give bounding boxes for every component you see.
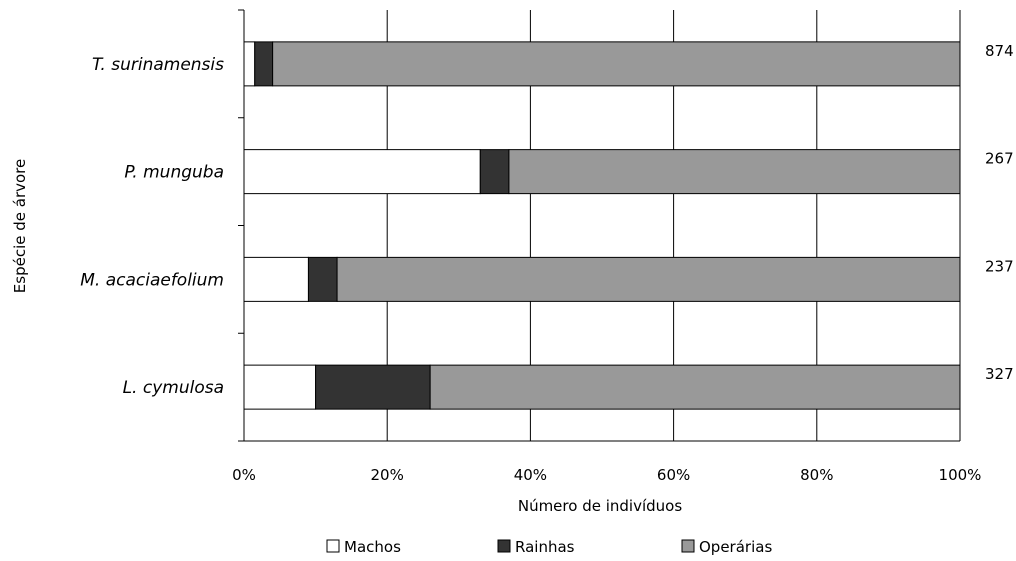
bar-segment-rainhas <box>315 364 431 410</box>
total-label: 267 <box>985 150 1014 168</box>
x-tick-label: 60% <box>657 466 690 484</box>
bar-segment-rainhas <box>254 41 274 87</box>
category-label: P. munguba <box>124 163 224 183</box>
total-labels: 874 267 237 327 <box>985 42 1014 383</box>
x-tick-label: 100% <box>939 466 982 484</box>
bar-segment-oper-rias <box>508 149 961 195</box>
x-tick-label: 40% <box>514 466 547 484</box>
category-labels: T. surinamensis P. munguba M. acaciaefoliu… <box>80 55 224 398</box>
bar-segment-machos <box>243 149 481 195</box>
x-tick-labels: 0% 20% 40% 60% 80% 100% <box>232 466 981 484</box>
bar-segment-oper-rias <box>429 364 961 410</box>
total-label: 327 <box>985 365 1014 383</box>
category-label: M. acaciaefolium <box>80 270 224 290</box>
legend-label: Rainhas <box>515 538 575 556</box>
bar-segment-machos <box>243 364 317 410</box>
bar-segment-rainhas <box>479 149 510 195</box>
bars <box>243 41 961 410</box>
total-label: 874 <box>985 42 1014 60</box>
category-label: T. surinamensis <box>92 55 224 75</box>
legend-label: Machos <box>344 538 401 556</box>
legend: Machos Rainhas Operárias <box>326 538 772 556</box>
x-tick-label: 20% <box>371 466 404 484</box>
bar-segment-machos <box>243 41 256 87</box>
x-tick-label: 80% <box>800 466 833 484</box>
y-axis-title: Espécie de árvore <box>11 159 29 293</box>
axes <box>238 9 960 442</box>
bar-segment-oper-rias <box>336 256 961 302</box>
bar-segment-oper-rias <box>272 41 961 87</box>
x-tick-label: 0% <box>232 466 256 484</box>
legend-label: Operárias <box>699 538 772 556</box>
total-label: 237 <box>985 257 1014 275</box>
legend-swatch <box>497 539 511 553</box>
category-label: L. cymulosa <box>123 378 224 398</box>
bar-segment-rainhas <box>307 256 338 302</box>
legend-swatch <box>681 539 695 553</box>
x-axis-title: Número de indivíduos <box>518 497 682 515</box>
bar-segment-machos <box>243 256 309 302</box>
legend-swatch <box>326 539 340 553</box>
